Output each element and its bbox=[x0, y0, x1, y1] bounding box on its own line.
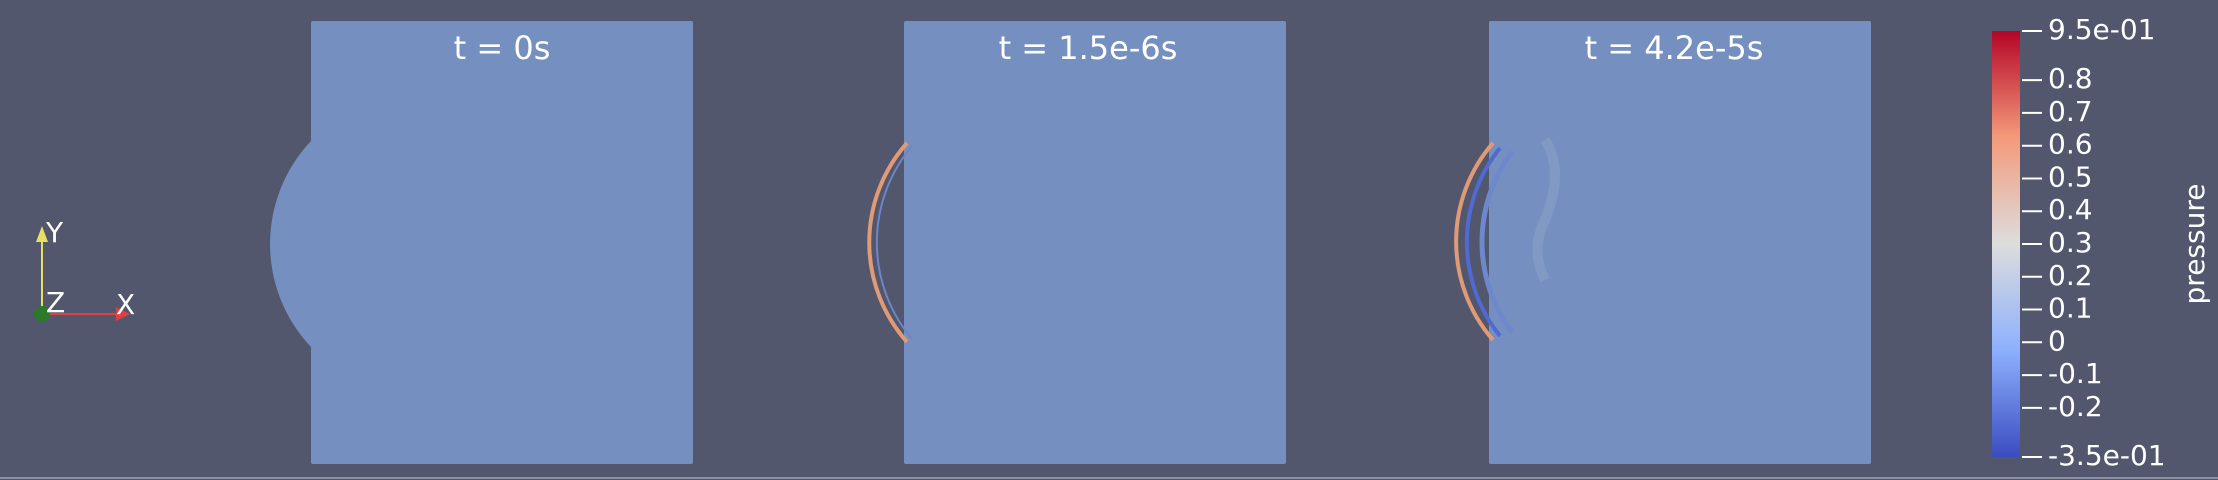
tick-label: 0.8 bbox=[2048, 62, 2093, 95]
axis-label: Z bbox=[46, 286, 65, 319]
panel: t = 1.5e-6s bbox=[867, 21, 1286, 464]
color-bar-title: pressure bbox=[2178, 184, 2211, 305]
panel-title: t = 4.2e-5s bbox=[1585, 29, 1764, 67]
tick-label: 0.3 bbox=[2048, 226, 2093, 259]
tick-label: 0.6 bbox=[2048, 128, 2093, 161]
tick-label: -0.1 bbox=[2048, 357, 2103, 390]
panel-title: t = 1.5e-6s bbox=[999, 29, 1178, 67]
tick-label: 9.5e-01 bbox=[2048, 13, 2156, 46]
orientation-axes: Y Z X bbox=[34, 216, 135, 322]
tick-label: 0 bbox=[2048, 324, 2066, 357]
axis-label: X bbox=[116, 288, 135, 321]
tick-label: -3.5e-01 bbox=[2048, 439, 2166, 472]
axis-label: Y bbox=[45, 216, 64, 249]
tick-label: 0.5 bbox=[2048, 160, 2093, 193]
tick-label: 0.2 bbox=[2048, 259, 2093, 292]
color-bar: pressure 9.5e-01 0.80.70.60.50.40.30.20.1… bbox=[1992, 13, 2211, 472]
panel: t = 4.2e-5s bbox=[1454, 21, 1871, 464]
color-bar-gradient bbox=[1992, 31, 2020, 457]
tick-label: 0.1 bbox=[2048, 292, 2093, 325]
tick-label: 0.4 bbox=[2048, 193, 2093, 226]
tick-label: -0.2 bbox=[2048, 390, 2103, 423]
tick-label: 0.7 bbox=[2048, 95, 2093, 128]
panel: t = 0s bbox=[270, 21, 693, 464]
panel-title: t = 0s bbox=[454, 29, 551, 67]
